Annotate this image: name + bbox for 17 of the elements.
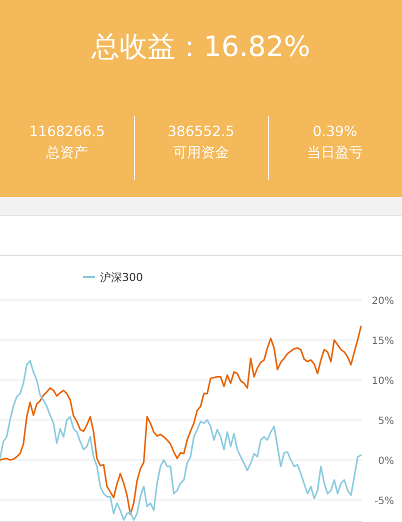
category-label: 当日盈亏	[306, 144, 364, 162]
line-series	[0, 360, 362, 521]
legend-label: 沪深300	[100, 271, 143, 284]
y-tick-label: 15%	[372, 336, 394, 347]
category-label: 总资产	[45, 144, 89, 162]
y-tick-label: 0%	[378, 456, 394, 467]
category-label: 可用资金	[172, 144, 230, 162]
y-tick-label: 20%	[372, 296, 394, 307]
legend-item: 沪深300	[83, 271, 143, 284]
text: 386552.5	[166, 124, 236, 140]
line-series	[0, 326, 362, 516]
y-tick-label: 5%	[378, 416, 394, 427]
text: 总收益：16.82%	[90, 29, 312, 65]
y-tick-label: 10%	[372, 376, 394, 387]
y-tick-label: -5%	[374, 496, 394, 507]
text: 1168266.5	[28, 124, 106, 140]
text: 0.39%	[312, 124, 358, 140]
